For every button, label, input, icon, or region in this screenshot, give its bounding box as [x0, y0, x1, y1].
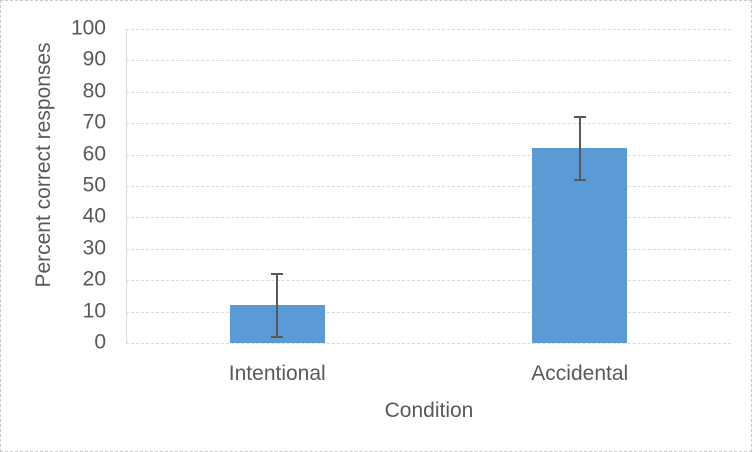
gridline-70	[126, 123, 731, 125]
bar-accidental	[532, 148, 628, 343]
error-bar-line-accidental	[578, 116, 581, 180]
error-bar-cap-top-accidental	[573, 115, 586, 118]
error-bar-cap-top-intentional	[271, 272, 284, 275]
y-tick-label: 50	[82, 173, 106, 197]
y-tick-label: 100	[70, 16, 106, 40]
error-bar-line-intentional	[276, 273, 279, 337]
error-bar-cap-bottom-intentional	[271, 335, 284, 338]
y-tick-label: 20	[82, 267, 106, 291]
gridline-50	[126, 186, 731, 187]
y-tick-label: 40	[82, 204, 106, 228]
gridline-80	[126, 91, 731, 93]
gridline-30	[126, 248, 731, 250]
gridline-60	[126, 154, 731, 156]
gridline-40	[126, 217, 731, 219]
x-category-label-accidental: Accidental	[531, 362, 629, 385]
y-tick-label: 10	[82, 299, 106, 323]
gridline-90	[126, 60, 731, 62]
gridline-10	[126, 311, 731, 313]
y-tick-label: 30	[82, 236, 106, 260]
y-tick-label: 90	[82, 47, 106, 71]
gridline-0	[126, 343, 731, 344]
y-tick-label: 60	[82, 142, 106, 166]
gridline-100	[126, 29, 731, 30]
x-category-label-intentional: Intentional	[228, 362, 326, 385]
gridline-20	[126, 280, 731, 282]
y-tick-label: 0	[94, 330, 106, 354]
error-bar-cap-bottom-accidental	[573, 178, 586, 181]
y-tick-label: 70	[82, 110, 106, 134]
x-axis-title: Condition	[384, 399, 474, 422]
y-tick-label: 80	[82, 79, 106, 103]
